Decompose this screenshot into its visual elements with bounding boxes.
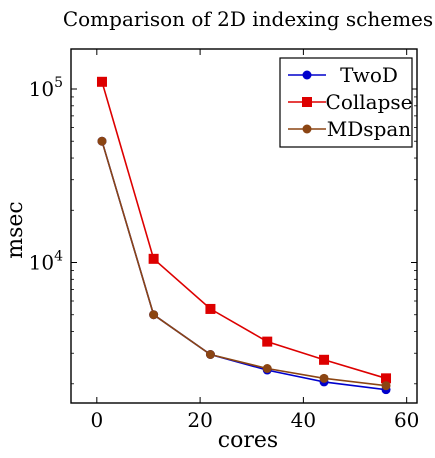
- legend-marker: [302, 124, 312, 134]
- x-tick-label: 60: [394, 408, 419, 432]
- x-tick-label: 40: [291, 408, 316, 432]
- series-layer: [96, 76, 392, 395]
- data-point-collapse: [381, 373, 392, 384]
- x-tick-label: 0: [90, 408, 103, 432]
- series-line-collapse: [101, 81, 387, 380]
- legend: TwoD Collapse MDspan: [279, 57, 413, 148]
- data-point-mdspan: [149, 310, 159, 320]
- x-axis-label: cores: [218, 428, 278, 453]
- data-point-collapse: [319, 354, 330, 365]
- x-tick-label: 20: [187, 408, 212, 432]
- data-point-mdspan: [205, 350, 215, 360]
- data-point-collapse: [148, 253, 159, 264]
- series-line-twod: [101, 140, 387, 391]
- data-point-collapse: [96, 76, 107, 87]
- data-point-collapse: [205, 303, 216, 314]
- legend-marker: [302, 70, 312, 80]
- chart-title: Comparison of 2D indexing schemes: [63, 7, 433, 31]
- y-axis-label: msec: [3, 201, 28, 259]
- data-point-mdspan: [262, 363, 272, 373]
- data-point-mdspan: [381, 381, 391, 391]
- legend-label: Collapse: [326, 90, 413, 114]
- axis-ticks: 0 20 40 60 104 105: [29, 49, 419, 432]
- legend-label: MDspan: [327, 117, 412, 141]
- legend-label: TwoD: [340, 63, 398, 87]
- series-line-mdspan: [101, 140, 387, 387]
- plot-frame: [70, 48, 418, 404]
- legend-marker: [302, 97, 312, 107]
- data-point-mdspan: [97, 136, 107, 146]
- y-tick-label: 104: [29, 249, 63, 275]
- legend-items: TwoD Collapse MDspan: [288, 63, 412, 141]
- y-tick-label: 105: [29, 75, 63, 101]
- data-point-mdspan: [319, 373, 329, 383]
- data-point-collapse: [262, 336, 273, 347]
